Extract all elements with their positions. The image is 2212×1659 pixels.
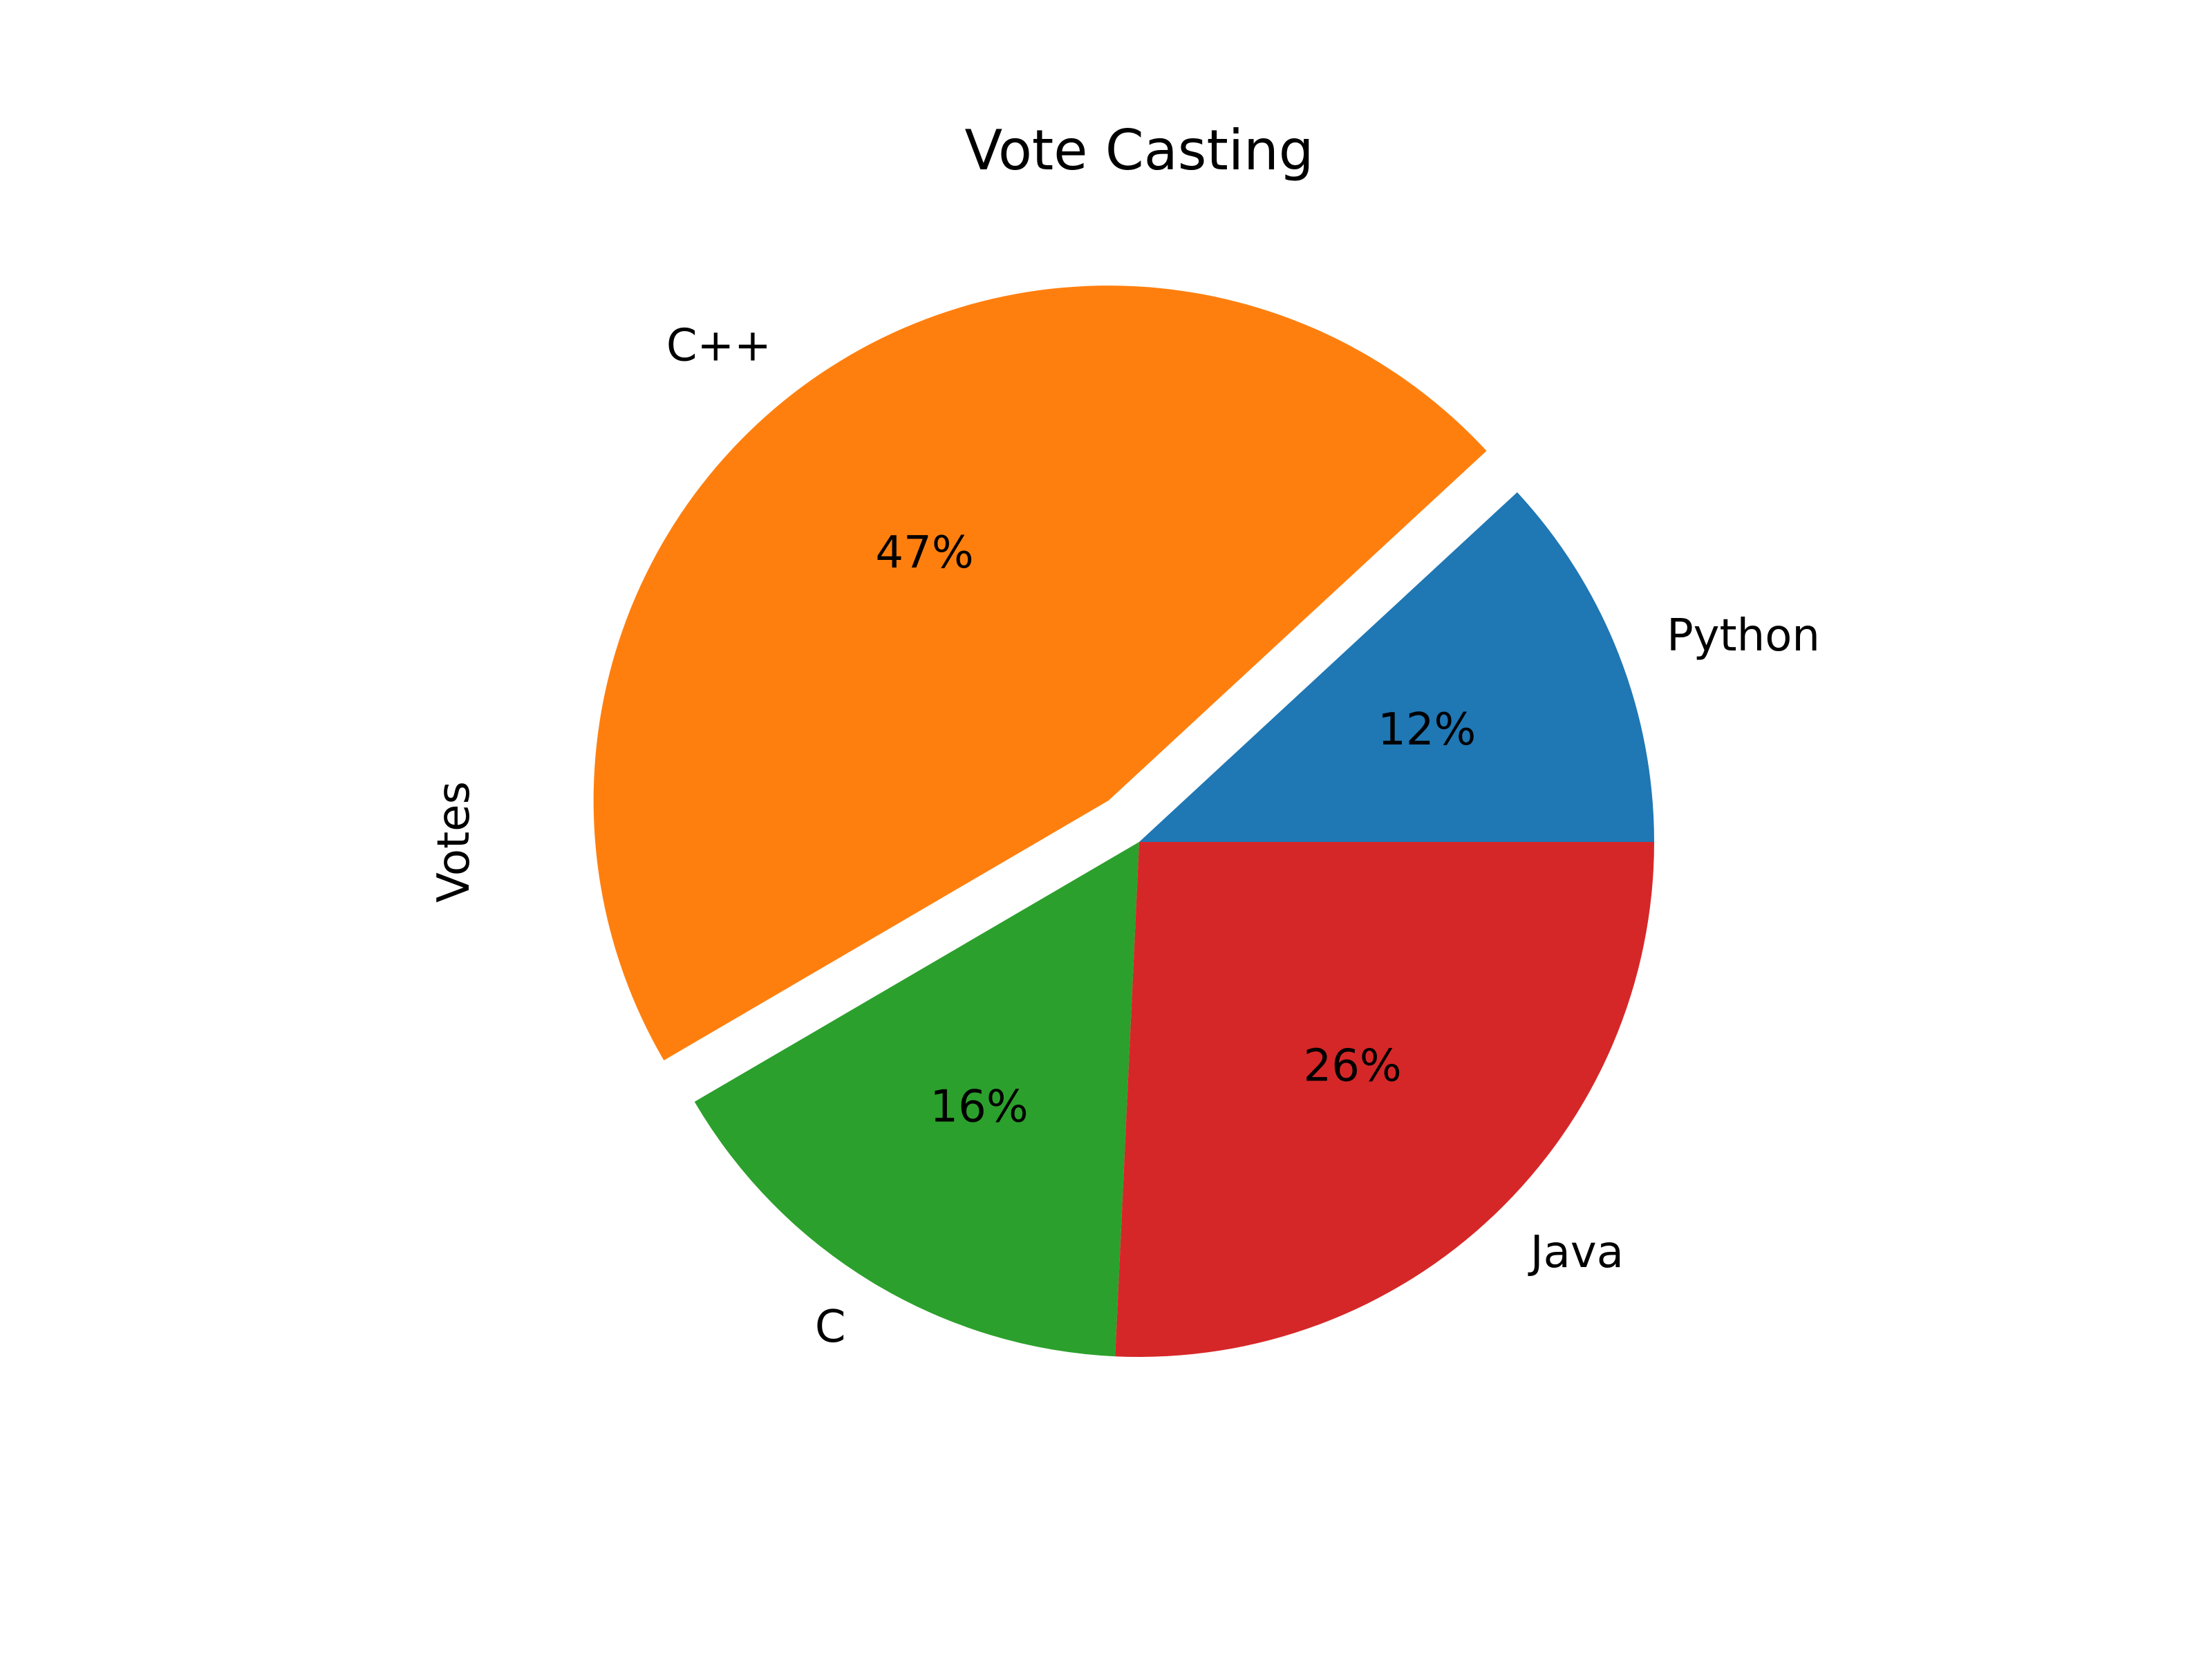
- slice-percent-label: 12%: [1378, 704, 1476, 756]
- pie-slice-java: [1115, 842, 1654, 1357]
- pie-slice-c: [694, 842, 1139, 1357]
- pie-slice-cplus: [593, 285, 1487, 1060]
- slice-label: Java: [1528, 1227, 1624, 1278]
- pie-slice-python: [1139, 492, 1654, 842]
- slice-label: Python: [1667, 610, 1820, 662]
- slice-percent-label: 47%: [875, 527, 973, 579]
- pie-slices: [593, 285, 1654, 1357]
- slice-percent-label: 16%: [930, 1081, 1028, 1132]
- pie-labels: Python 12% C++ 47% C 16% Java 26%: [666, 321, 1820, 1353]
- slice-percent-label: 26%: [1303, 1040, 1401, 1091]
- slice-label: C: [815, 1302, 846, 1353]
- chart-title: Vote Casting: [964, 118, 1313, 182]
- slice-label: C++: [666, 321, 771, 372]
- y-axis-label: Votes: [429, 781, 480, 903]
